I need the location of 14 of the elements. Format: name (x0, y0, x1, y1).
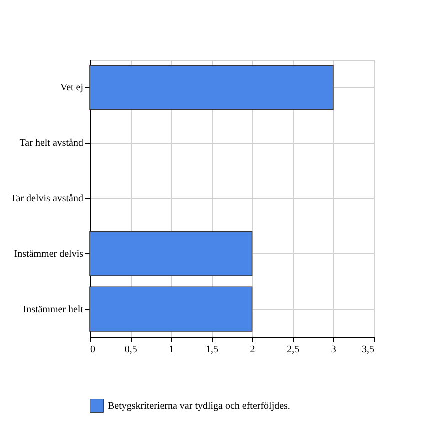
y-tick-label: Instämmer delvis (14, 248, 84, 260)
x-tick-label: 0,5 (124, 344, 138, 356)
x-tick-label: 3,5 (362, 344, 374, 356)
x-tick-label: 3 (331, 344, 336, 356)
x-tick-label: 1,5 (206, 344, 218, 356)
legend-label: Betygskriterierna var tydliga och efterföljdes. (108, 401, 290, 412)
y-tick-label: Tar delvis avstånd (10, 194, 84, 204)
x-tick-label: 1 (169, 344, 174, 356)
y-tick-label: Vet ej (60, 82, 84, 94)
y-tick-label: Tar helt avstånd (20, 138, 84, 150)
x-tick-label: 0 (90, 344, 96, 356)
y-tick-label: Instämmer helt (23, 304, 84, 316)
x-tick-label: 2,5 (287, 344, 300, 356)
x-tick-label: 2 (250, 344, 256, 356)
